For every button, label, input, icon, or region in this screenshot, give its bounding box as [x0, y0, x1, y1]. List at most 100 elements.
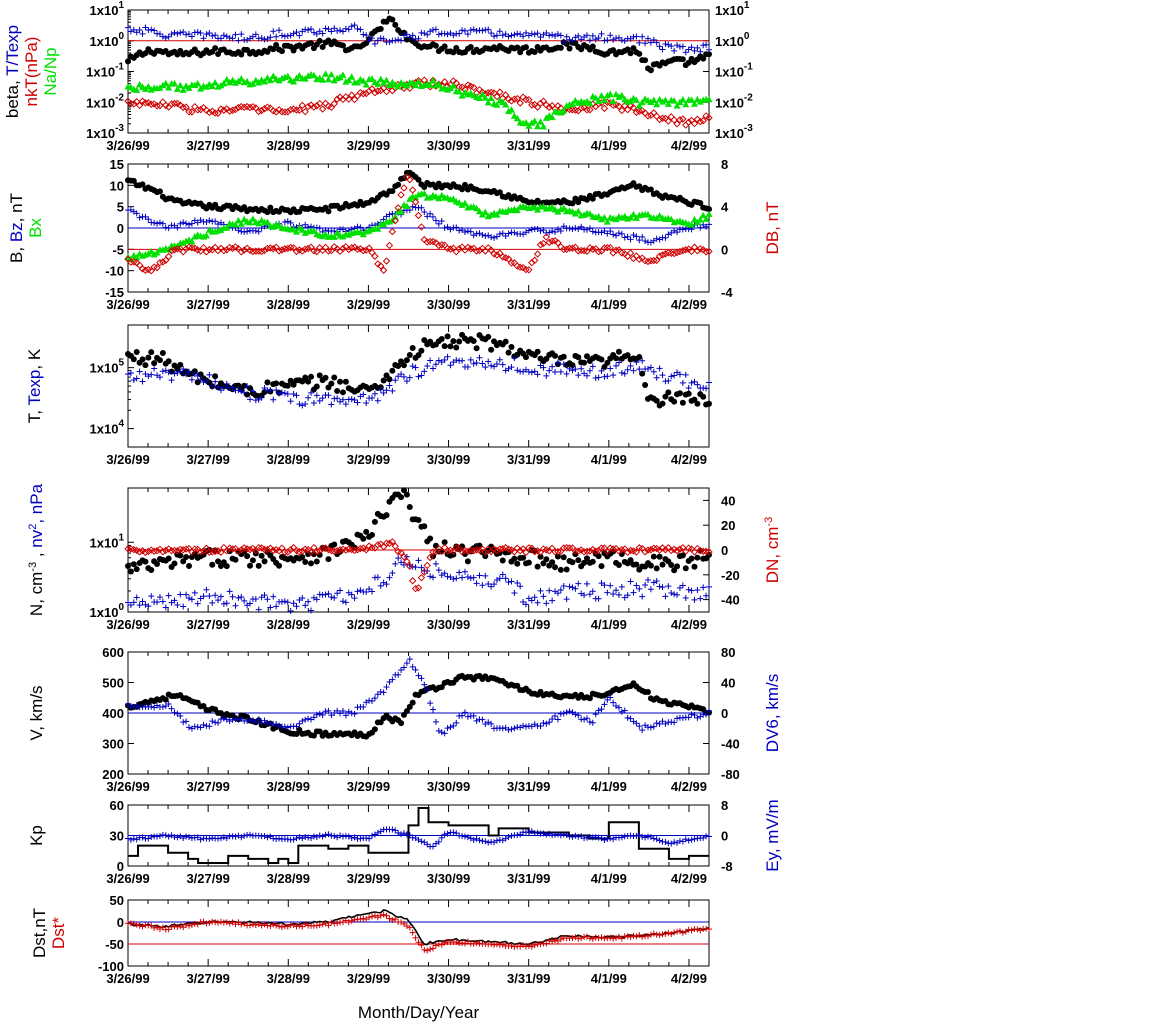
- data-point: [240, 246, 248, 254]
- data-point: [505, 230, 512, 237]
- data-point: [659, 584, 666, 591]
- data-point: [639, 933, 646, 940]
- data-point: [499, 361, 506, 368]
- y-axis-label: Na/Np: [41, 47, 60, 95]
- data-point: [505, 579, 512, 586]
- data-point: [130, 377, 137, 384]
- data-point: [504, 95, 513, 103]
- data-point: [347, 91, 356, 99]
- data-point: [398, 37, 405, 44]
- data-point: [151, 27, 158, 34]
- series-beta: [125, 15, 712, 74]
- data-point: [318, 105, 327, 113]
- data-point: [670, 545, 678, 554]
- data-point: [501, 254, 510, 262]
- data-point: [563, 709, 570, 716]
- data-point: [705, 210, 713, 217]
- data-point: [339, 598, 346, 605]
- data-point: [598, 92, 606, 99]
- data-point: [220, 246, 228, 255]
- data-point: [476, 940, 483, 947]
- data-point: [400, 561, 407, 568]
- data-point: [363, 399, 370, 406]
- data-point: [345, 833, 352, 840]
- data-point: [139, 356, 146, 363]
- data-point: [409, 32, 416, 39]
- x-tick-label: 4/2/99: [671, 138, 707, 153]
- data-point: [369, 832, 376, 839]
- data-point: [296, 922, 303, 929]
- data-point: [252, 227, 259, 234]
- y-tick-label: 1x105: [90, 358, 125, 376]
- data-point: [613, 934, 620, 941]
- data-point: [560, 544, 568, 552]
- data-point: [552, 369, 559, 376]
- y-tick-label: 60: [110, 798, 124, 813]
- data-point: [392, 916, 399, 923]
- data-point: [557, 936, 564, 943]
- data-point: [513, 262, 521, 270]
- series-line: [127, 909, 710, 946]
- data-point: [215, 558, 222, 565]
- data-point: [325, 707, 332, 714]
- data-point: [488, 720, 495, 727]
- data-point: [679, 115, 687, 123]
- data-point: [627, 236, 634, 243]
- data-point: [598, 367, 605, 374]
- data-point: [618, 583, 625, 590]
- data-point: [589, 43, 596, 50]
- data-point: [417, 223, 426, 231]
- data-point: [563, 33, 570, 40]
- data-point: [427, 573, 434, 580]
- data-point: [508, 726, 515, 733]
- data-point: [261, 77, 269, 85]
- data-point: [671, 398, 678, 405]
- data-point: [310, 227, 318, 234]
- data-point: [685, 714, 692, 721]
- data-point: [171, 370, 178, 377]
- data-point: [299, 595, 306, 602]
- data-point: [426, 553, 434, 562]
- data-point: [342, 401, 349, 408]
- data-point: [679, 43, 686, 50]
- x-tick-label: 3/28/99: [267, 138, 310, 153]
- data-point: [624, 592, 631, 599]
- y-tick-label-right: 40: [721, 493, 735, 508]
- data-point: [319, 395, 326, 402]
- data-point: [688, 836, 695, 843]
- data-point: [313, 247, 321, 256]
- data-point: [324, 247, 333, 255]
- data-point: [481, 208, 489, 216]
- data-point: [540, 830, 547, 837]
- panel-velocity: 3/26/99 3/27/99 3/28/99 3/29/99 3/30/99 3/31/…: [27, 645, 782, 794]
- data-point: [374, 914, 381, 921]
- data-point: [430, 843, 437, 850]
- data-point: [281, 245, 289, 253]
- data-point: [694, 381, 701, 388]
- data-point: [383, 76, 391, 84]
- data-point: [569, 935, 576, 942]
- data-point: [415, 78, 422, 85]
- data-point: [244, 383, 251, 390]
- data-point: [299, 554, 306, 561]
- data-point: [706, 46, 712, 53]
- data-point: [583, 834, 590, 841]
- data-point: [525, 266, 533, 274]
- y-tick-label-right: 0: [721, 706, 728, 721]
- data-point: [261, 592, 268, 599]
- data-point: [676, 390, 683, 397]
- data-point: [566, 365, 573, 372]
- data-point: [208, 82, 216, 89]
- data-point: [395, 671, 402, 678]
- data-point: [676, 371, 683, 378]
- data-point: [133, 921, 140, 928]
- data-point: [438, 834, 445, 841]
- data-point: [415, 35, 422, 42]
- data-point: [327, 103, 336, 111]
- data-point: [618, 369, 625, 376]
- x-tick-label: 3/29/99: [347, 871, 390, 886]
- data-point: [441, 343, 448, 350]
- data-point: [557, 368, 564, 375]
- data-point: [298, 547, 307, 555]
- data-point: [206, 371, 213, 378]
